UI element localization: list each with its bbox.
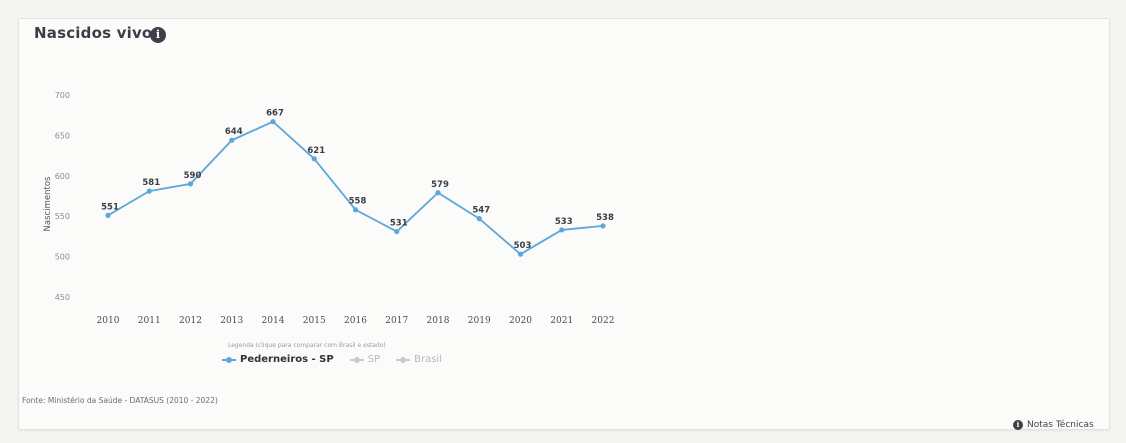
data-point — [229, 137, 235, 143]
x-tick-label: 2021 — [550, 316, 573, 326]
data-label: 531 — [390, 219, 408, 229]
data-label: 581 — [142, 178, 160, 188]
data-label: 590 — [184, 171, 202, 181]
x-tick-label: 2018 — [427, 316, 450, 326]
y-tick-label: 700 — [55, 91, 70, 100]
data-label: 579 — [431, 180, 449, 190]
x-tick-label: 2010 — [97, 316, 120, 326]
series-line — [107, 120, 604, 256]
data-label: 558 — [349, 197, 367, 207]
x-tick-label: 2019 — [468, 316, 491, 326]
legend-label: SP — [367, 354, 381, 365]
y-tick-label: 550 — [55, 212, 70, 221]
legend-item-sp[interactable]: SP — [349, 354, 381, 365]
data-point — [270, 119, 276, 125]
data-point — [187, 181, 194, 187]
data-label: 533 — [555, 217, 573, 227]
legend-marker — [349, 356, 364, 364]
data-point — [352, 207, 359, 213]
legend-marker — [222, 356, 236, 364]
legend-item-pederneiros[interactable]: Pederneiros - SP — [222, 354, 334, 365]
x-tick-label: 2013 — [220, 316, 243, 326]
legend-label: Brasil — [414, 354, 442, 365]
x-tick-label: 2011 — [138, 316, 161, 326]
chart-card — [18, 18, 1110, 430]
x-tick-label: 2012 — [179, 316, 202, 326]
data-point — [600, 223, 606, 229]
data-point — [559, 227, 565, 233]
data-point — [517, 251, 524, 257]
data-label: 551 — [101, 202, 119, 212]
notes-link[interactable]: i Notas Técnicas — [1013, 420, 1094, 430]
data-label: 538 — [596, 213, 614, 223]
data-point — [146, 188, 152, 194]
data-point — [105, 212, 111, 218]
legend-marker — [396, 356, 411, 364]
data-point — [476, 216, 482, 222]
y-tick-label: 450 — [55, 293, 70, 302]
x-tick-label: 2014 — [262, 316, 285, 326]
x-tick-label: 2017 — [385, 316, 408, 326]
data-label: 644 — [225, 127, 243, 137]
y-axis-label: Nascimentos — [43, 176, 53, 231]
y-tick-label: 650 — [55, 131, 70, 140]
y-tick-label: 500 — [55, 253, 70, 262]
info-icon: i — [1013, 420, 1023, 430]
legend-item-brasil[interactable]: Brasil — [396, 354, 442, 365]
data-label: 547 — [472, 206, 490, 216]
chart-title: Nascidos vivos — [34, 24, 162, 42]
x-tick-label: 2015 — [303, 316, 326, 326]
x-tick-label: 2020 — [509, 316, 532, 326]
y-tick-label: 600 — [55, 172, 70, 181]
data-label: 503 — [514, 241, 532, 251]
x-tick-label: 2022 — [592, 316, 615, 326]
legend: Pederneiros - SP SP Brasil — [222, 354, 442, 365]
data-label: 667 — [266, 109, 284, 119]
data-point — [311, 156, 317, 162]
notes-label: Notas Técnicas — [1027, 420, 1094, 430]
legend-label: Pederneiros - SP — [240, 354, 334, 365]
data-label: 621 — [307, 146, 325, 156]
data-point — [435, 190, 441, 196]
info-icon[interactable]: i — [150, 27, 166, 43]
x-tick-label: 2016 — [344, 316, 367, 326]
legend-hint: Legenda (clique para comparar com Brasil… — [228, 342, 386, 349]
source-note: Fonte: Ministério da Saúde - DATASUS (20… — [22, 396, 218, 405]
data-point — [394, 228, 400, 235]
